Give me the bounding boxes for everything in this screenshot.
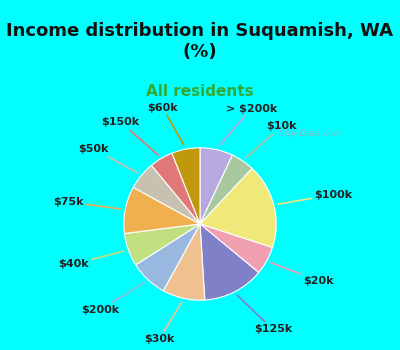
Wedge shape [200, 168, 276, 247]
Wedge shape [124, 224, 200, 265]
Text: $60k: $60k [147, 103, 184, 145]
Text: $40k: $40k [58, 251, 124, 269]
Text: $125k: $125k [237, 295, 292, 334]
Text: $150k: $150k [102, 117, 158, 155]
Text: $50k: $50k [78, 144, 138, 173]
Text: $20k: $20k [271, 262, 334, 286]
Wedge shape [200, 155, 252, 224]
Text: > $200k: > $200k [219, 104, 277, 146]
Text: $75k: $75k [53, 197, 121, 209]
Wedge shape [200, 148, 232, 224]
Wedge shape [200, 224, 259, 300]
Wedge shape [172, 148, 200, 224]
Text: All residents: All residents [146, 84, 254, 99]
Wedge shape [152, 153, 200, 224]
Text: City-Data.com: City-Data.com [273, 129, 342, 138]
Text: $30k: $30k [144, 302, 182, 344]
Wedge shape [200, 224, 272, 273]
Wedge shape [124, 187, 200, 233]
Text: $10k: $10k [246, 121, 297, 158]
Wedge shape [163, 224, 205, 300]
Text: $200k: $200k [81, 282, 144, 315]
Wedge shape [133, 165, 200, 224]
Wedge shape [136, 224, 200, 291]
Text: $100k: $100k [278, 190, 353, 204]
Text: Income distribution in Suquamish, WA
(%): Income distribution in Suquamish, WA (%) [6, 22, 394, 61]
